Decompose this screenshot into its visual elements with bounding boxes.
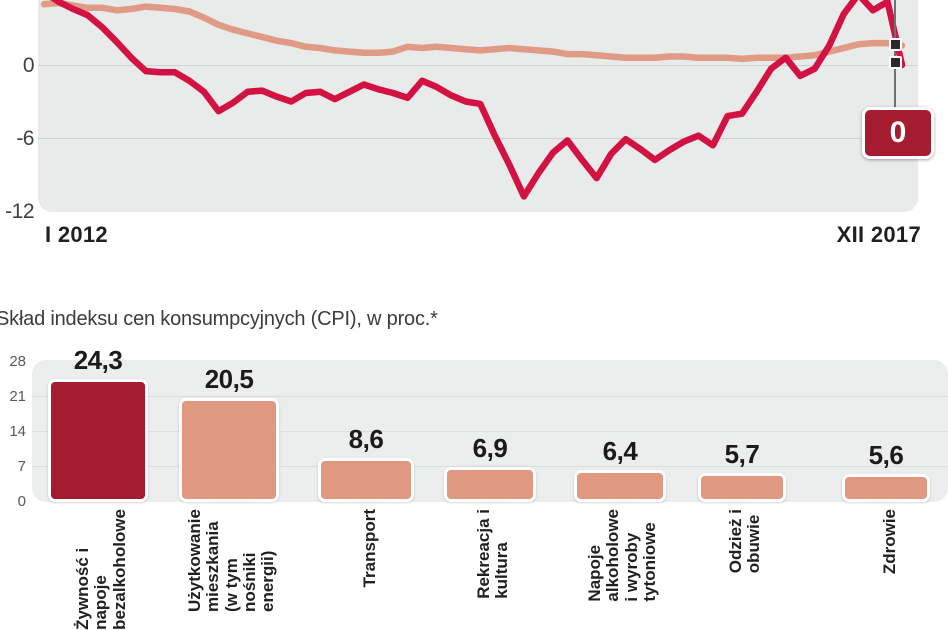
bar-gridline-14 — [32, 431, 948, 432]
bar-3[interactable] — [444, 467, 536, 502]
bar-category-label-5: Odzież i obuwie — [726, 509, 764, 574]
line-y-axis: 0 -6 -12 — [0, 0, 34, 252]
bar-series-layer: 24,3 Żywność i napoje bezalkoholowe 20,5 Użyt… — [0, 300, 948, 630]
bar-value-label-5: 5,7 — [724, 439, 760, 470]
bar-value-label-3: 6,9 — [472, 433, 508, 463]
line-ytick-m6: -6 — [16, 127, 34, 150]
bar-value-label-0: 24,3 — [73, 344, 123, 375]
bar-ytick-21: 21 — [9, 388, 26, 405]
cpi-line-chart: 0 -6 -12 0 I 2012 XII 2017 — [0, 0, 948, 252]
bar-4[interactable] — [574, 469, 666, 502]
cpi-composition-bar-chart: Skład indeksu cen konsumpcyjnych (CPI), … — [0, 300, 948, 630]
bar-y-axis: 28 21 14 7 0 — [0, 348, 26, 513]
line-gridline-zero — [38, 65, 918, 66]
bar-category-label-2: Transport — [359, 509, 379, 588]
bar-category-label-3: Rekreacja i kultura — [474, 509, 512, 599]
callout-stem — [894, 0, 896, 110]
bar-category-label-1: Użytkowanie mieszkania (w tym nośniki energi… — [184, 509, 277, 612]
line-xaxis-start-label: I 2012 — [45, 222, 108, 247]
series-endpoint-marker-main — [889, 56, 902, 69]
cpi-value-callout-label: 0 — [889, 116, 907, 149]
bar-category-label-0: Żywność i napoje bezalkoholowe — [72, 509, 129, 630]
bar-ytick-0: 0 — [17, 493, 26, 510]
line-ytick-0: 0 — [22, 54, 35, 77]
line-ytick-m12: -12 — [5, 200, 34, 223]
bar-5[interactable] — [698, 473, 786, 502]
bar-category-label-6: Zdrowie — [879, 509, 899, 575]
bar-1[interactable] — [179, 398, 279, 502]
bar-chart-title: Skład indeksu cen konsumpcyjnych (CPI), … — [0, 308, 438, 330]
bar-category-label-4: Napoje alkoholowe i wyroby tytoniowe — [585, 509, 660, 602]
line-series-cpi — [50, 0, 906, 200]
bar-value-label-1: 20,5 — [204, 364, 254, 395]
series-endpoint-marker-secondary — [889, 38, 902, 51]
bar-ytick-7: 7 — [17, 458, 26, 475]
bar-gridline-21 — [32, 396, 948, 397]
bar-ytick-28: 28 — [9, 353, 26, 370]
bar-value-label-6: 5,6 — [868, 439, 904, 470]
line-series-inflacja-bazowa — [40, 0, 906, 63]
cpi-value-callout: 0 — [862, 107, 934, 159]
line-gridline-minus6 — [38, 138, 918, 139]
line-xaxis-end-label: XII 2017 — [836, 222, 921, 247]
bar-value-label-4: 6,4 — [602, 435, 638, 466]
bar-gridline-7 — [32, 466, 948, 467]
bar-0[interactable] — [48, 378, 148, 502]
line-series-svg — [40, 0, 906, 200]
bar-ytick-14: 14 — [9, 423, 26, 440]
bar-6[interactable] — [842, 473, 930, 502]
line-plot-area — [38, 0, 918, 212]
bar-value-label-2: 8,6 — [348, 424, 384, 455]
bar-2[interactable] — [318, 458, 414, 502]
